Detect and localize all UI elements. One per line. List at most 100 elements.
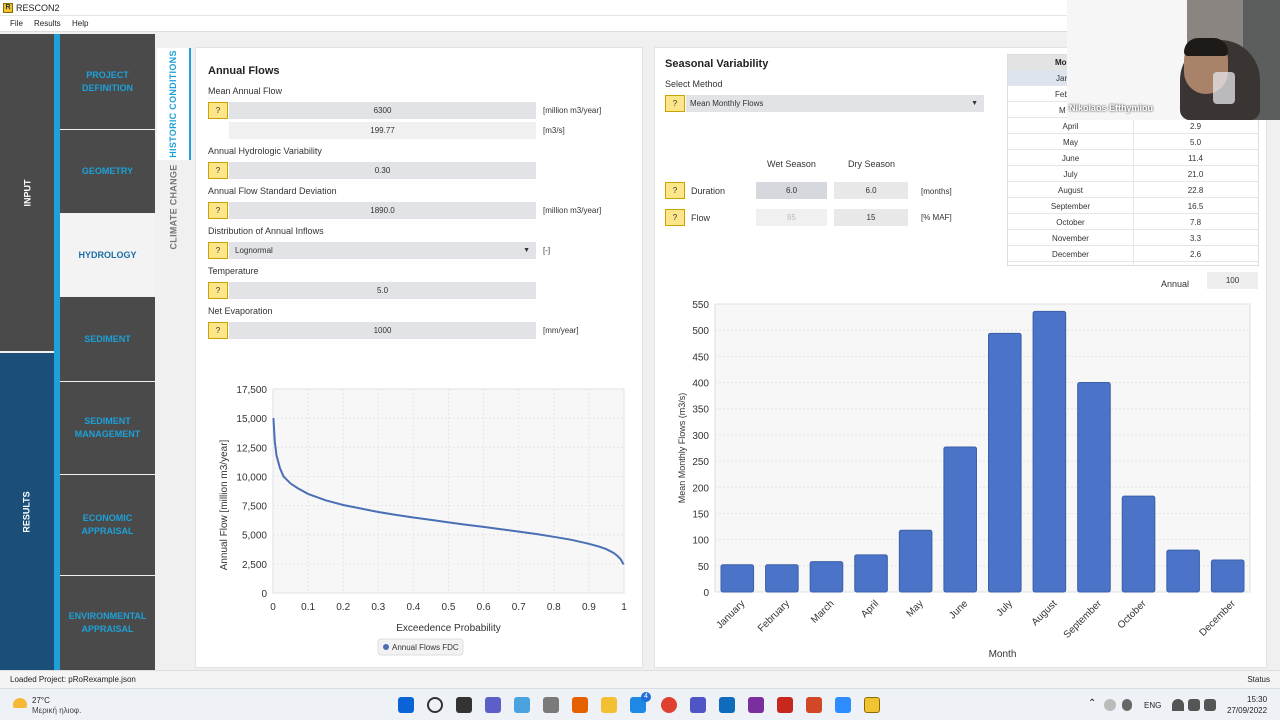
clock-date[interactable]: 27/09/2022 bbox=[1227, 706, 1268, 715]
nav-environmental-appraisal[interactable]: ENVIRONMENTAL APPRAISAL bbox=[60, 576, 155, 670]
wet-season-header: Wet Season bbox=[767, 159, 816, 169]
month-cell: December bbox=[1052, 250, 1089, 259]
ahv-label: Annual Hydrologic Variability bbox=[208, 146, 322, 156]
x-tick-label: 0.4 bbox=[406, 602, 420, 613]
y-tick-label: 7,500 bbox=[242, 502, 267, 513]
std-label: Annual Flow Standard Deviation bbox=[208, 186, 337, 196]
percent-cell: 2.9 bbox=[1189, 122, 1202, 131]
method-select[interactable]: Mean Monthly Flows ▼ bbox=[686, 95, 984, 112]
bar bbox=[1077, 382, 1111, 593]
x-tick-label: December bbox=[1197, 598, 1238, 639]
std-input[interactable]: 1890.0 bbox=[229, 202, 536, 219]
chevron-up-icon[interactable]: ⌃ bbox=[1088, 698, 1097, 709]
calculator-icon[interactable] bbox=[543, 697, 559, 713]
method-select-value: Mean Monthly Flows bbox=[690, 99, 764, 108]
speaker-icon[interactable] bbox=[1188, 699, 1200, 711]
video-overlay: Nikolaos Efthymiou bbox=[1067, 0, 1280, 120]
nav-project-definition[interactable]: PROJECT DEFINITION bbox=[60, 34, 155, 129]
temp-help-button[interactable]: ? bbox=[208, 282, 228, 299]
maf-m3s-unit: [m3/s] bbox=[543, 126, 565, 135]
chat-icon[interactable] bbox=[485, 697, 501, 713]
flow-help-button[interactable]: ? bbox=[665, 209, 685, 226]
chrome-icon[interactable] bbox=[661, 697, 677, 713]
x-tick-label: 0.9 bbox=[582, 602, 596, 613]
month-cell: November bbox=[1052, 234, 1089, 243]
duration-dry-input[interactable]: 6.0 bbox=[834, 182, 908, 199]
battery-icon[interactable] bbox=[1204, 699, 1216, 711]
std-help-button[interactable]: ? bbox=[208, 202, 228, 219]
x-tick-label: January bbox=[714, 598, 747, 631]
y-tick-label: 50 bbox=[698, 562, 710, 573]
input-tab-label: INPUT bbox=[22, 179, 32, 206]
bar bbox=[898, 529, 933, 593]
onedrive-icon[interactable] bbox=[1104, 699, 1116, 711]
language-indicator[interactable]: ENG bbox=[1144, 701, 1162, 710]
ahv-input[interactable]: 0.30 bbox=[229, 162, 536, 179]
nav-hydrology[interactable]: HYDROLOGY bbox=[60, 214, 155, 296]
search-icon[interactable] bbox=[427, 697, 443, 713]
start-icon[interactable] bbox=[398, 697, 414, 713]
widgets-icon[interactable] bbox=[514, 697, 530, 713]
maf-help-button[interactable]: ? bbox=[208, 102, 228, 119]
weather-icon bbox=[13, 698, 27, 708]
wifi-icon[interactable] bbox=[1172, 699, 1184, 711]
x-tick-label: September bbox=[1062, 598, 1105, 641]
x-axis-title: Exceedence Probability bbox=[396, 623, 501, 634]
outlook-icon[interactable] bbox=[719, 697, 735, 713]
onenote-icon[interactable] bbox=[748, 697, 764, 713]
method-help-button[interactable]: ? bbox=[665, 95, 685, 112]
input-tab[interactable]: INPUT bbox=[0, 34, 54, 351]
teams-icon[interactable] bbox=[690, 697, 706, 713]
menu-help[interactable]: Help bbox=[72, 19, 89, 28]
section-nav: PROJECT DEFINITION GEOMETRY HYDROLOGY SED… bbox=[60, 34, 155, 670]
title-bar: R RESCON2 bbox=[0, 0, 1280, 16]
clock-time[interactable]: 15:30 bbox=[1247, 695, 1268, 704]
task-view-icon[interactable] bbox=[456, 697, 472, 713]
results-tab-label: RESULTS bbox=[22, 490, 32, 533]
seasonal-title: Seasonal Variability bbox=[665, 58, 769, 70]
temp-input[interactable]: 5.0 bbox=[229, 282, 536, 299]
evap-unit: [mm/year] bbox=[543, 326, 579, 335]
y-tick-label: 10,000 bbox=[236, 472, 267, 483]
evap-input[interactable]: 1000 bbox=[229, 322, 536, 339]
month-cell: July bbox=[1063, 170, 1078, 179]
firefox-icon[interactable] bbox=[572, 697, 588, 713]
dist-select[interactable]: Lognormal ▼ bbox=[229, 242, 536, 259]
zoom-icon[interactable] bbox=[835, 697, 851, 713]
y-tick-label: 400 bbox=[692, 379, 709, 390]
file-explorer-icon[interactable] bbox=[601, 697, 617, 713]
microphone-icon[interactable] bbox=[1122, 699, 1132, 711]
powerpoint-icon[interactable] bbox=[806, 697, 822, 713]
month-cell: Jan bbox=[1056, 74, 1069, 83]
rescon-icon[interactable] bbox=[864, 697, 880, 713]
dist-help-button[interactable]: ? bbox=[208, 242, 228, 259]
bar bbox=[943, 446, 977, 593]
nav-economic-appraisal[interactable]: ECONOMIC APPRAISAL bbox=[60, 475, 155, 575]
percent-cell: 22.8 bbox=[1187, 186, 1204, 195]
flow-dry-input[interactable]: 15 bbox=[834, 209, 908, 226]
menu-file[interactable]: File bbox=[10, 19, 23, 28]
results-tab[interactable]: RESULTS bbox=[0, 353, 54, 670]
tab-climate-change[interactable]: CLIMATE CHANGE bbox=[157, 162, 191, 252]
nav-sediment-management[interactable]: SEDIMENT MANAGEMENT bbox=[60, 382, 155, 474]
acrobat-icon[interactable] bbox=[777, 697, 793, 713]
nav-geometry[interactable]: GEOMETRY bbox=[60, 130, 155, 213]
maf-input[interactable]: 6300 bbox=[229, 102, 536, 119]
nav-sediment[interactable]: SEDIMENT bbox=[60, 297, 155, 381]
month-cell: October bbox=[1056, 218, 1085, 227]
duration-help-button[interactable]: ? bbox=[665, 182, 685, 199]
flow-wet-value: 85 bbox=[756, 209, 827, 226]
menu-results[interactable]: Results bbox=[34, 19, 61, 28]
ahv-help-button[interactable]: ? bbox=[208, 162, 228, 179]
app-logo-icon: R bbox=[3, 3, 13, 13]
y-tick-label: 250 bbox=[692, 457, 709, 468]
evap-help-button[interactable]: ? bbox=[208, 322, 228, 339]
y-tick-label: 150 bbox=[692, 509, 709, 520]
participant-name: Nikolaos Efthymiou bbox=[1069, 103, 1154, 113]
dist-label: Distribution of Annual Inflows bbox=[208, 226, 324, 236]
x-tick-label: 0.3 bbox=[371, 602, 385, 613]
bar bbox=[854, 554, 888, 593]
monthly-flows-chart: 0 50 100 150 200 250 300 350 400 450 500 550 January… bbox=[677, 300, 1251, 660]
x-tick-label: 0.8 bbox=[547, 602, 561, 613]
tab-historic-conditions[interactable]: HISTORIC CONDITIONS bbox=[157, 48, 191, 160]
